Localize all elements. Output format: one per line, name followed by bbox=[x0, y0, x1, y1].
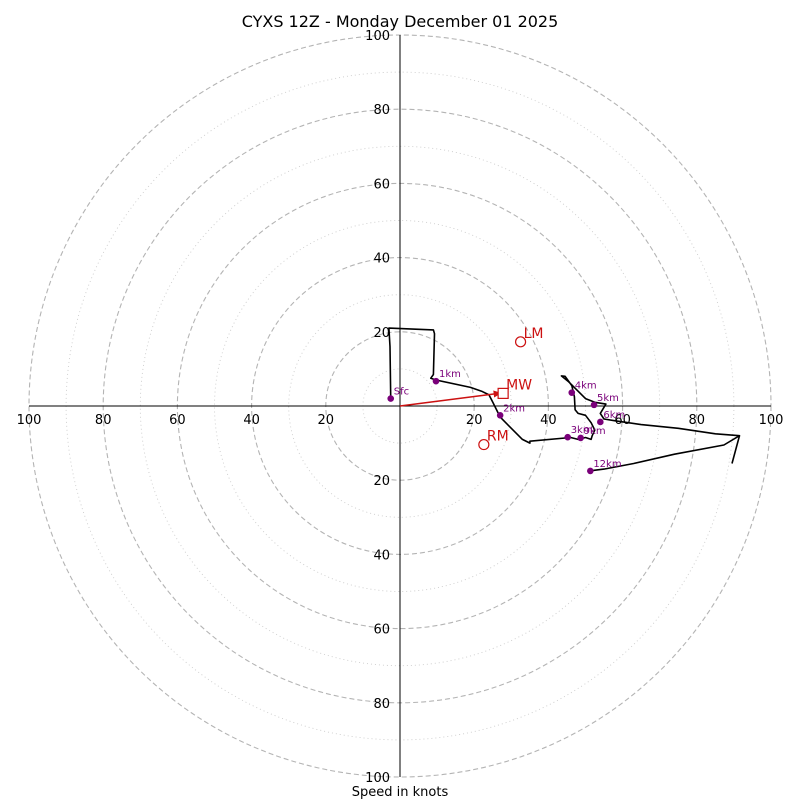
storm-motion-circle bbox=[478, 438, 490, 451]
height-marker-label: 3km bbox=[571, 425, 593, 436]
height-marker-label: 9km bbox=[584, 426, 606, 437]
x-tick-label: 100 bbox=[759, 413, 784, 428]
height-marker-label: 2km bbox=[503, 403, 525, 414]
hodograph-trace bbox=[388, 327, 741, 472]
height-marker-label: 1km bbox=[439, 369, 461, 380]
y-tick-label: 80 bbox=[373, 103, 390, 118]
x-tick-label: 20 bbox=[318, 413, 335, 428]
height-marker-label: 12km bbox=[593, 459, 621, 470]
chart-title: CYXS 12Z - Monday December 01 2025 bbox=[242, 12, 559, 31]
height-marker-label: Sfc bbox=[394, 387, 409, 398]
height-marker-dot bbox=[568, 389, 576, 396]
storm-motion-square bbox=[497, 387, 509, 399]
x-axis-label: Speed in knots bbox=[352, 785, 449, 800]
y-tick-label: 40 bbox=[373, 252, 390, 267]
y-tick-label: 60 bbox=[373, 177, 390, 192]
storm-motion-label: LM bbox=[524, 326, 544, 342]
height-marker-dot bbox=[432, 377, 440, 385]
y-tick-label: 80 bbox=[373, 697, 390, 712]
wind-trace-line bbox=[388, 327, 741, 472]
storm-motion-label: RM bbox=[487, 429, 509, 445]
x-tick-label: 20 bbox=[466, 413, 483, 428]
y-tick-label: 20 bbox=[373, 326, 390, 341]
storm-motion-markers: LM MW RM bbox=[399, 326, 544, 451]
height-marker-label: 5km bbox=[597, 393, 619, 404]
x-tick-label: 80 bbox=[95, 413, 112, 428]
height-marker-dot bbox=[597, 418, 604, 426]
height-marker-dot bbox=[387, 395, 395, 402]
height-marker-dot bbox=[577, 434, 584, 442]
height-marker-dot bbox=[496, 411, 504, 419]
height-marker-dot bbox=[564, 433, 571, 441]
x-tick-label: 60 bbox=[169, 413, 186, 428]
y-tick-label: 20 bbox=[373, 474, 390, 489]
mean-wind-arrow-line bbox=[399, 392, 502, 407]
y-tick-label: 60 bbox=[373, 623, 390, 638]
mean-wind-arrowhead bbox=[493, 390, 502, 398]
height-marker-label: 4km bbox=[575, 381, 597, 392]
y-tick-label: 40 bbox=[373, 548, 390, 563]
x-tick-label: 80 bbox=[689, 413, 706, 428]
x-tick-label: 40 bbox=[243, 413, 260, 428]
tick-labels: 20 20 20 20 40 40 40 40 60 60 60 60 80 80 80 80 100 100 10… bbox=[17, 29, 784, 786]
y-tick-label: 100 bbox=[365, 771, 390, 786]
x-tick-label: 60 bbox=[614, 413, 631, 428]
storm-motion-circle bbox=[514, 336, 527, 348]
wind-trace-hook bbox=[731, 435, 741, 464]
height-marker-dot bbox=[587, 467, 594, 475]
x-tick-label: 40 bbox=[540, 413, 557, 428]
y-tick-label: 100 bbox=[365, 29, 390, 44]
storm-motion-label: MW bbox=[506, 377, 532, 393]
x-tick-label: 100 bbox=[17, 413, 42, 428]
height-marker-dot bbox=[590, 401, 598, 409]
height-marker-label: 6km bbox=[603, 410, 625, 421]
